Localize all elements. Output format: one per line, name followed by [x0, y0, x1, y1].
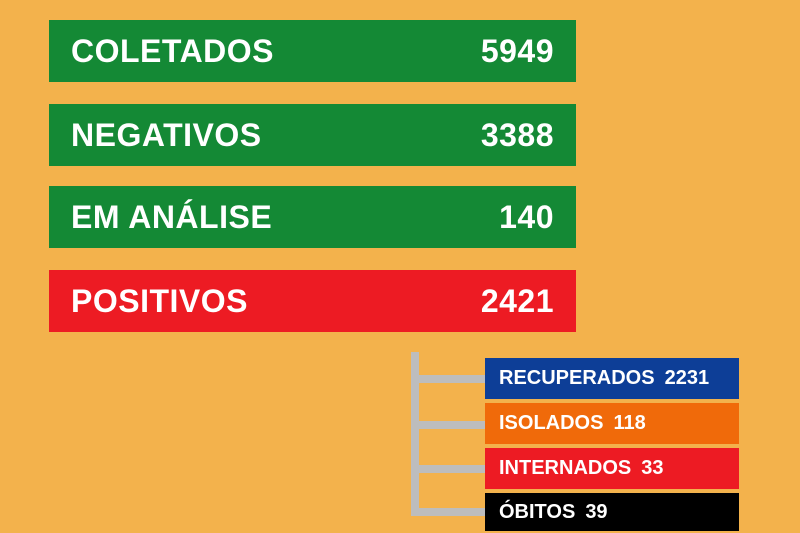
connector-horizontal-2: [411, 465, 485, 473]
stat-row-coletados: COLETADOS 5949: [49, 20, 576, 82]
sub-row-internados: INTERNADOS 33: [485, 448, 739, 489]
stat-row-label: EM ANÁLISE: [71, 199, 272, 236]
stat-row-label: POSITIVOS: [71, 283, 248, 320]
sub-row-label: RECUPERADOS: [499, 367, 655, 390]
sub-row-value: 118: [613, 412, 645, 435]
sub-row-value: 2231: [665, 367, 710, 390]
stat-row-value: 2421: [481, 283, 554, 320]
sub-row-value: 39: [585, 501, 607, 524]
sub-row-value: 33: [641, 457, 663, 480]
stat-row-em-analise: EM ANÁLISE 140: [49, 186, 576, 248]
sub-row-label: ÓBITOS: [499, 501, 575, 524]
sub-row-label: ISOLADOS: [499, 412, 603, 435]
sub-row-recuperados: RECUPERADOS 2231: [485, 358, 739, 399]
stat-row-value: 5949: [481, 33, 554, 70]
sub-row-obitos: ÓBITOS 39: [485, 493, 739, 531]
connector-horizontal-1: [411, 421, 485, 429]
stat-row-label: NEGATIVOS: [71, 117, 262, 154]
connector-horizontal-3: [411, 508, 485, 516]
stat-row-value: 140: [499, 199, 554, 236]
sub-row-label: INTERNADOS: [499, 457, 631, 480]
stat-row-value: 3388: [481, 117, 554, 154]
infographic-stage: COLETADOS 5949 NEGATIVOS 3388 EM ANÁLISE 140 P…: [0, 0, 800, 533]
stat-row-positivos: POSITIVOS 2421: [49, 270, 576, 332]
connector-horizontal-0: [411, 375, 485, 383]
sub-row-isolados: ISOLADOS 118: [485, 403, 739, 444]
stat-row-label: COLETADOS: [71, 33, 274, 70]
stat-row-negativos: NEGATIVOS 3388: [49, 104, 576, 166]
